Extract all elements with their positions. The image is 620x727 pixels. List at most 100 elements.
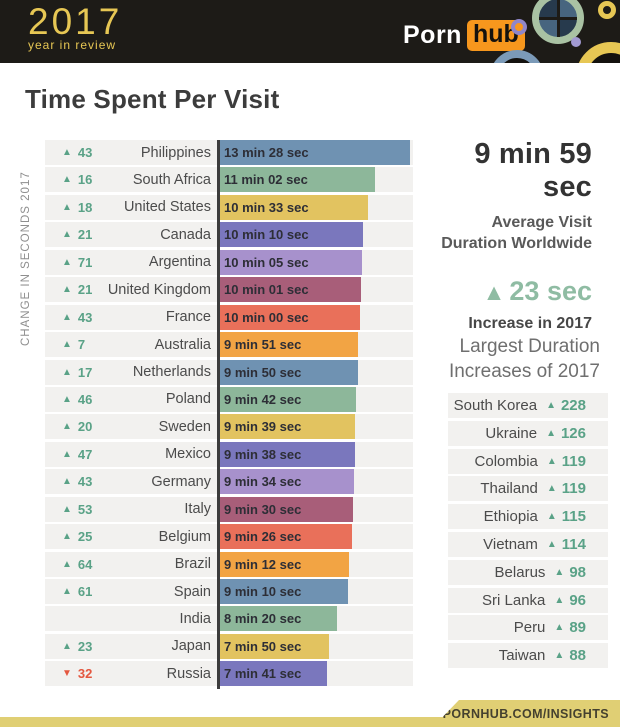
change-cell: ▲ 16	[45, 172, 103, 187]
change-cell: ▲ 47	[45, 447, 103, 462]
average-duration-label: Average Visit Duration Worldwide	[441, 214, 592, 252]
change-cell: ▲ 43	[45, 310, 103, 325]
change-cell: ▲ 126	[546, 425, 586, 442]
change-value: 21	[77, 227, 93, 243]
duration-bar: 7 min 50 sec	[217, 633, 330, 659]
duration-bar: 11 min 02 sec	[217, 167, 376, 193]
duration-label: 9 min 38 sec	[224, 446, 302, 462]
change-arrow-icon: ▲	[62, 311, 72, 323]
bar-zone: 9 min 38 sec	[217, 441, 413, 467]
bar-zone: 10 min 05 sec	[217, 249, 413, 275]
change-value: 53	[77, 501, 93, 517]
duration-label: 10 min 33 sec	[224, 199, 309, 215]
duration-label: 10 min 00 sec	[224, 309, 309, 325]
change-arrow-icon: ▼	[62, 668, 72, 680]
duration-bar: 9 min 42 sec	[217, 386, 357, 412]
change-arrow-icon: ▲	[62, 229, 72, 241]
bar-zone: 13 min 28 sec	[217, 140, 413, 165]
duration-label: 9 min 42 sec	[224, 391, 302, 407]
change-arrow-icon: ▲	[62, 174, 72, 186]
footer-url: PORNHUB.COM/INSIGHTS	[442, 706, 609, 721]
country-label: Spain	[173, 583, 211, 600]
change-arrow-icon: ▲	[546, 427, 556, 439]
increase-row: Belarus ▲ 98	[448, 559, 608, 585]
increase-value: 23 sec	[509, 276, 592, 306]
change-cell: ▲ 115	[547, 508, 586, 525]
average-duration-value: 9 min 59 sec	[474, 138, 592, 203]
bar-zone: 9 min 51 sec	[217, 332, 413, 358]
country-label: Mexico	[165, 446, 211, 463]
change-arrow-icon: ▲	[62, 201, 72, 213]
country-label: United Kingdom	[107, 281, 211, 298]
change-cell: ▲ 64	[45, 557, 103, 572]
bar-zone: 9 min 26 sec	[217, 524, 413, 550]
page-title: Time Spent Per Visit	[25, 84, 280, 114]
bar-chart-row: ▲ 23 Japan 7 min 50 sec	[45, 633, 413, 659]
country-label: Belarus	[494, 563, 546, 581]
bar-chart-row: ▲ 71 Argentina 10 min 05 sec	[45, 249, 413, 275]
country-label: Taiwan	[498, 647, 546, 665]
duration-bar: 9 min 12 sec	[217, 551, 349, 577]
bar-zone: 9 min 39 sec	[217, 414, 413, 440]
change-value: 16	[77, 172, 93, 188]
increase-row: Ethiopia ▲ 115	[448, 504, 608, 530]
circle-ornament-icon	[598, 1, 616, 19]
change-cell: ▲ 119	[547, 453, 586, 470]
duration-label: 9 min 12 sec	[224, 556, 302, 572]
change-cell: ▲ 20	[45, 419, 103, 434]
change-arrow-icon: ▲	[62, 256, 72, 268]
bar-chart-row: ▲ 64 Brazil 9 min 12 sec	[45, 551, 413, 577]
country-label: Thailand	[480, 480, 538, 498]
bar-chart-row: ▲ 7 Australia 9 min 51 sec	[45, 332, 413, 358]
bar-chart-row: ▲ 21 Canada 10 min 10 sec	[45, 222, 413, 248]
change-arrow-icon: ▲	[546, 400, 556, 411]
duration-bar: 13 min 28 sec	[217, 140, 411, 165]
bar-zone: 10 min 33 sec	[217, 194, 413, 220]
duration-label: 9 min 26 sec	[224, 529, 302, 545]
country-label: India	[179, 610, 211, 627]
change-arrow-icon: ▲	[62, 366, 72, 378]
country-label: Colombia	[474, 452, 538, 470]
change-value: 7	[77, 337, 86, 353]
country-label: Poland	[165, 391, 211, 408]
country-label: Brazil	[174, 556, 211, 573]
increase-row: Thailand ▲ 119	[448, 476, 608, 502]
country-label: Canada	[160, 226, 211, 243]
duration-label: 9 min 51 sec	[224, 337, 302, 353]
change-value: 46	[77, 391, 93, 407]
bar-chart-row: ▲ 20 Sweden 9 min 39 sec	[45, 414, 413, 440]
country-label: Sri Lanka	[482, 591, 546, 609]
change-value: 64	[77, 556, 93, 572]
duration-bar: 9 min 51 sec	[217, 332, 359, 358]
increase-row: Vietnam ▲ 114	[448, 531, 608, 557]
change-cell: ▲ 71	[45, 255, 103, 270]
duration-label: 7 min 41 sec	[224, 666, 302, 682]
increase-row: Colombia ▲ 119	[448, 448, 608, 474]
brand-porn-text: Porn	[403, 21, 462, 49]
duration-label: 7 min 50 sec	[224, 638, 302, 654]
duration-label: 10 min 01 sec	[224, 282, 309, 298]
bar-chart-row: India 8 min 20 sec	[45, 606, 413, 632]
country-label: Peru	[513, 619, 546, 637]
duration-label: 8 min 20 sec	[224, 611, 302, 627]
duration-bar: 9 min 30 sec	[217, 496, 354, 522]
change-value: 96	[569, 591, 586, 609]
change-value: 115	[561, 508, 586, 526]
country-label: Ukraine	[485, 424, 538, 442]
change-value: 126	[560, 424, 586, 442]
bar-chart-row: ▲ 43 France 10 min 00 sec	[45, 304, 413, 330]
duration-label: 9 min 34 sec	[224, 474, 302, 490]
change-arrow-icon: ▲	[546, 483, 557, 495]
bar-chart-row: ▲ 61 Spain 9 min 10 sec	[45, 579, 413, 604]
circle-ornament-icon	[532, 0, 584, 44]
change-cell: ▲ 114	[547, 536, 586, 553]
duration-bar: 8 min 20 sec	[217, 606, 337, 632]
country-label: Vietnam	[483, 535, 538, 553]
bar-chart-row: ▲ 17 Netherlands 9 min 50 sec	[45, 359, 413, 385]
bar-chart-row: ▲ 18 United States 10 min 33 sec	[45, 194, 413, 220]
bar-zone: 9 min 12 sec	[217, 551, 413, 577]
change-cell: ▲ 43	[45, 145, 103, 160]
bar-zone: 10 min 10 sec	[217, 222, 413, 248]
change-cell: ▲ 53	[45, 502, 103, 517]
